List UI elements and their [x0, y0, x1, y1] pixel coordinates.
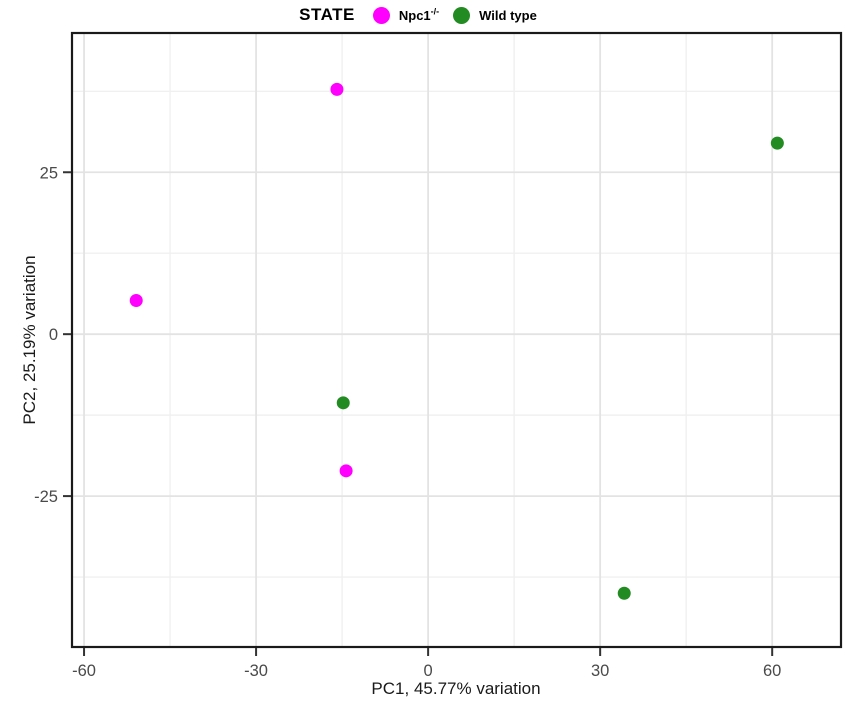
data-point-npc1-	[129, 293, 143, 307]
data-point-wild-type	[770, 136, 784, 150]
legend-title: STATE	[299, 5, 355, 24]
y-axis-title: PC2, 25.19% variation	[20, 255, 39, 425]
x-tick-label: 30	[591, 662, 609, 680]
legend-item-npc1: Npc1-/-	[372, 6, 440, 24]
legend-label-npc1: Npc1-/-	[398, 6, 440, 23]
x-tick-label: -60	[72, 662, 96, 680]
legend: STATE Npc1-/- Wild type	[0, 0, 850, 30]
legend-item-wild-type: Wild type	[453, 6, 537, 24]
y-tick-label: -25	[34, 488, 58, 506]
x-axis-title: PC1, 45.77% variation	[371, 679, 541, 698]
npc1-color-dot-icon	[372, 6, 390, 24]
y-tick-label: 25	[40, 164, 58, 182]
legend-label-wild-type-text: Wild type	[479, 7, 537, 23]
x-tick-label: -30	[244, 662, 268, 680]
data-point-npc1-	[339, 464, 353, 478]
legend-label-npc1-sup: -/-	[430, 6, 440, 17]
data-point-wild-type	[336, 396, 350, 410]
wild-type-color-dot-icon	[453, 6, 471, 24]
x-tick-label: 60	[763, 662, 781, 680]
legend-label-wild-type: Wild type	[479, 8, 537, 23]
x-tick-label: 0	[424, 662, 433, 680]
legend-label-npc1-text: Npc1	[398, 7, 431, 23]
y-tick-label: 0	[49, 326, 58, 344]
panel-border	[70, 31, 843, 649]
data-point-wild-type	[617, 586, 631, 600]
data-point-npc1-	[330, 82, 344, 96]
